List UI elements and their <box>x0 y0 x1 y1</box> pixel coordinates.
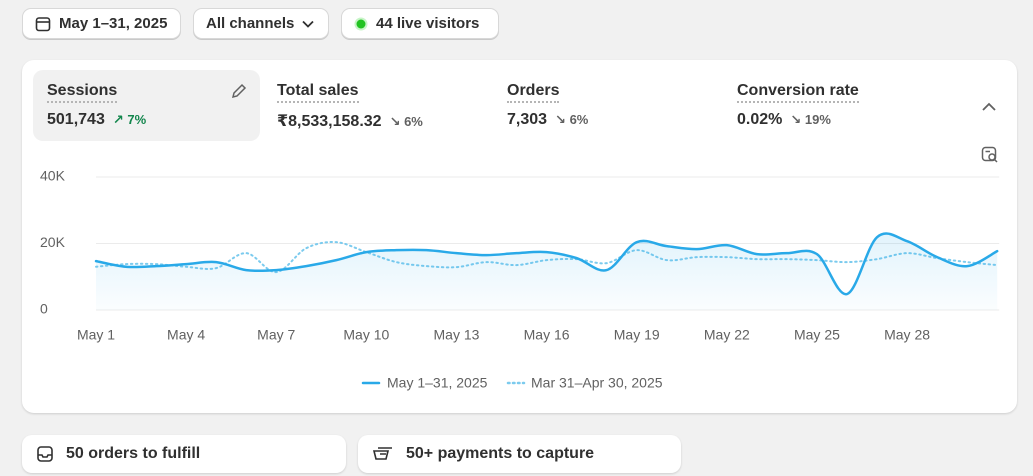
metric-tile[interactable]: Total sales ₹8,533,158.32 ↘ 6% <box>263 70 490 141</box>
metric-value: 501,743 <box>47 111 105 128</box>
orders-card[interactable]: 50 orders to fulfill <box>22 435 346 473</box>
metric-label: Sessions <box>47 82 118 103</box>
inbox-icon <box>37 446 53 462</box>
x-tick-label: May 1 <box>77 327 115 343</box>
x-tick-label: May 7 <box>257 327 295 343</box>
analytics-card: Sessions 501,743 ↗ 7% Total sales ₹8,533,158… <box>22 60 1017 413</box>
series-area <box>96 233 998 310</box>
x-tick-label: May 4 <box>167 327 205 343</box>
x-tick-label: May 22 <box>704 327 750 343</box>
live-visitors-button[interactable]: 44 live visitors <box>341 8 499 39</box>
metric-row: 7,303 ↘ 6% <box>507 111 706 129</box>
metric-change: ↘ 6% <box>555 112 588 128</box>
change-value: 6% <box>404 114 423 129</box>
collapse-button[interactable] <box>981 102 997 112</box>
x-tick-label: May 25 <box>794 327 840 343</box>
metric-change: ↘ 6% <box>390 114 423 130</box>
x-tick-label: May 28 <box>884 327 930 343</box>
change-value: 19% <box>804 112 831 127</box>
change-value: 7% <box>127 112 147 127</box>
payments-card[interactable]: 50+ payments to capture <box>358 435 681 473</box>
y-tick-label: 20K <box>40 234 66 250</box>
metric-value: 7,303 <box>507 111 548 128</box>
y-tick-label: 40K <box>40 168 66 184</box>
metric-row: ₹8,533,158.32 ↘ 6% <box>277 111 476 131</box>
chart-settings-button[interactable] <box>981 146 999 164</box>
metric-value: 0.02% <box>737 111 783 128</box>
payment-icon <box>372 447 392 460</box>
chevron-down <box>302 20 314 28</box>
trend-arrow: ↗ <box>112 112 128 127</box>
live-dot <box>354 17 368 30</box>
metric-tile[interactable]: Orders 7,303 ↘ 6% <box>493 70 720 141</box>
metric-row: 0.02% ↘ 19% <box>737 111 936 129</box>
channel-picker[interactable]: All channels <box>193 8 329 39</box>
metric-change: ↗ 7% <box>113 112 146 128</box>
sessions-chart: 0 20K 40K May 1 May 4 May 7 May 10 May 13 May 16… <box>40 168 1000 391</box>
trend-arrow: ↘ <box>555 112 570 127</box>
orders-to-fulfill: 50 orders to fulfill <box>66 445 201 462</box>
x-tick-label: May 19 <box>614 327 660 343</box>
x-tick-label: May 16 <box>524 327 570 343</box>
x-tick-label: May 13 <box>434 327 480 343</box>
date-picker[interactable]: May 1–31, 2025 <box>22 8 181 39</box>
calendar-icon <box>35 16 51 31</box>
trend-arrow: ↘ <box>790 112 805 127</box>
y-tick-label: 0 <box>40 301 48 317</box>
date-range: May 1–31, 2025 <box>59 15 168 32</box>
metric-tile[interactable]: Sessions 501,743 ↗ 7% <box>33 70 260 141</box>
metric-row: 501,743 ↗ 7% <box>47 111 246 129</box>
metric-label: Conversion rate <box>737 82 859 103</box>
metric-change: ↘ 19% <box>790 112 831 128</box>
edit-icon[interactable] <box>230 82 248 100</box>
trend-arrow: ↘ <box>389 114 405 129</box>
x-tick-label: May 10 <box>343 327 389 343</box>
live-visitors: 44 live visitors <box>376 15 480 32</box>
metric-value: ₹8,533,158.32 <box>277 113 382 130</box>
change-value: 6% <box>569 112 589 127</box>
series-line <box>94 232 999 296</box>
metric-tile[interactable]: Conversion rate 0.02% ↘ 19% <box>723 70 950 141</box>
legend-label: Mar 31–Apr 30, 2025 <box>531 375 663 391</box>
metric-label: Total sales <box>277 82 359 103</box>
metric-label: Orders <box>507 82 560 103</box>
legend-label: May 1–31, 2025 <box>387 375 488 391</box>
payments-to-capture: 50+ payments to capture <box>406 445 595 462</box>
channels: All channels <box>206 15 295 32</box>
